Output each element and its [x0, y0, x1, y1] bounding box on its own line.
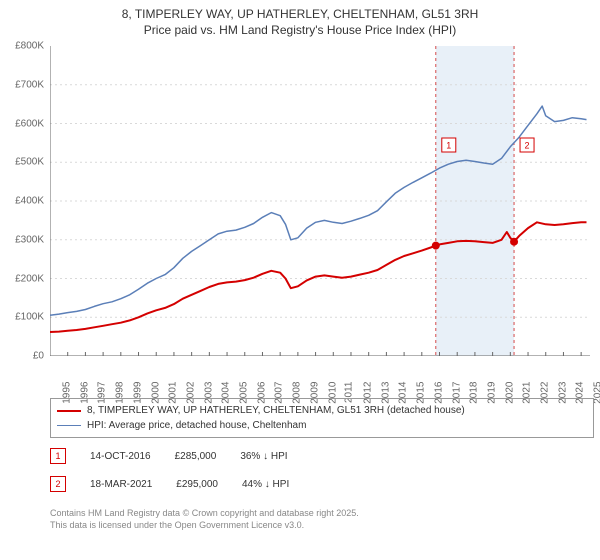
- legend-item-hpi: HPI: Average price, detached house, Chel…: [57, 418, 587, 433]
- y-axis-labels: £0£100K£200K£300K£400K£500K£600K£700K£80…: [0, 46, 48, 356]
- attribution-line-1: Contains HM Land Registry data © Crown c…: [50, 508, 359, 520]
- title-line-1: 8, TIMPERLEY WAY, UP HATHERLEY, CHELTENH…: [0, 6, 600, 22]
- title-line-2: Price paid vs. HM Land Registry's House …: [0, 22, 600, 38]
- sale-price-1: £285,000: [175, 451, 217, 462]
- sale-row-1: 1 14-OCT-2016 £285,000 36% ↓ HPI: [50, 448, 590, 464]
- legend-swatch-hpi: [57, 425, 81, 427]
- sale-delta-2: 44% ↓ HPI: [242, 479, 289, 490]
- svg-text:1: 1: [446, 141, 451, 151]
- svg-text:2: 2: [525, 141, 530, 151]
- sale-date-1: 14-OCT-2016: [90, 451, 151, 462]
- chart-container: 8, TIMPERLEY WAY, UP HATHERLEY, CHELTENH…: [0, 0, 600, 560]
- sale-marker-1: 1: [50, 448, 66, 464]
- legend-box: 8, TIMPERLEY WAY, UP HATHERLEY, CHELTENH…: [50, 398, 594, 438]
- sale-row-2: 2 18-MAR-2021 £295,000 44% ↓ HPI: [50, 476, 590, 492]
- legend-swatch-address: [57, 410, 81, 412]
- plot-svg: 12: [50, 46, 590, 356]
- x-axis-labels: 1995199619971998199920002001200220032004…: [50, 356, 590, 396]
- sale-date-2: 18-MAR-2021: [90, 479, 152, 490]
- attribution-line-2: This data is licensed under the Open Gov…: [50, 520, 359, 532]
- sale-marker-2: 2: [50, 476, 66, 492]
- legend-label-hpi: HPI: Average price, detached house, Chel…: [87, 418, 306, 433]
- sale-delta-1: 36% ↓ HPI: [240, 451, 287, 462]
- legend-label-address: 8, TIMPERLEY WAY, UP HATHERLEY, CHELTENH…: [87, 403, 465, 418]
- chart-title: 8, TIMPERLEY WAY, UP HATHERLEY, CHELTENH…: [0, 0, 600, 38]
- sale-price-2: £295,000: [176, 479, 218, 490]
- legend-item-address: 8, TIMPERLEY WAY, UP HATHERLEY, CHELTENH…: [57, 403, 587, 418]
- attribution: Contains HM Land Registry data © Crown c…: [50, 508, 359, 531]
- plot-area: 12: [50, 46, 590, 356]
